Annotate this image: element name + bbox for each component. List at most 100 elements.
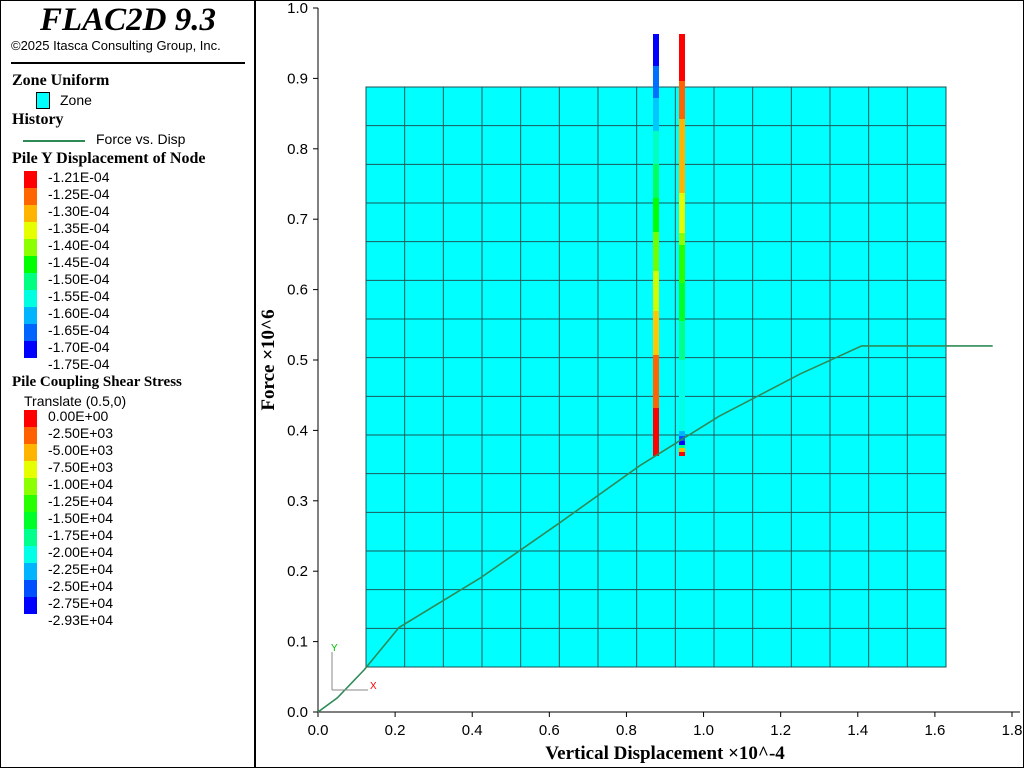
pile-right-segment	[679, 448, 685, 452]
x-tick-label: 1.0	[693, 722, 714, 739]
shear-label: -1.75E+04	[48, 527, 113, 543]
shear-label: -2.93E+04	[48, 612, 113, 628]
pile-right-segment	[679, 81, 685, 119]
pile-right-segment	[679, 452, 685, 456]
shear-swatch	[24, 444, 37, 461]
history-label: Force vs. Disp	[96, 131, 186, 147]
disp-label: -1.35E-04	[48, 220, 110, 236]
shear-swatch	[24, 597, 37, 614]
disp-swatch	[24, 341, 37, 358]
pile-right-segment	[679, 360, 685, 431]
shear-label: -5.00E+03	[48, 442, 113, 458]
pile-right-segment	[679, 193, 685, 233]
x-tick-label: 0.8	[616, 722, 637, 739]
disp-label: -1.40E-04	[48, 237, 110, 253]
shear-label: -7.50E+03	[48, 459, 113, 475]
shear-label: 0.00E+00	[48, 408, 109, 424]
x-tick-label: 1.8	[1002, 722, 1023, 739]
disp-label: -1.70E-04	[48, 339, 110, 355]
pile-right-segment	[679, 233, 685, 245]
zone-swatch	[36, 92, 50, 109]
axes-icon-x-label: X	[370, 681, 377, 692]
shear-label: -2.50E+04	[48, 578, 113, 594]
disp-label: -1.50E-04	[48, 271, 110, 287]
disp-label: -1.60E-04	[48, 305, 110, 321]
plot-area: 0.0 0.2 0.4 0.6 0.8 1.0 1.2 1.4 1.6 1.8 0.0 0.1 0.2 0…	[258, 0, 1023, 764]
shear-label: -2.00E+04	[48, 544, 113, 560]
x-axis-label: Vertical Displacement ×10^-4	[545, 743, 785, 764]
pile-left-segment	[653, 271, 659, 311]
history-line-swatch	[23, 140, 85, 142]
pile-left-segment	[653, 232, 659, 271]
pile-right-segment	[679, 431, 685, 436]
x-tick-label: 1.4	[847, 722, 868, 739]
disp-heading: Pile Y Displacement of Node	[12, 150, 206, 167]
y-tick-label: 0.4	[287, 422, 308, 439]
pile-left-segment	[653, 355, 659, 408]
pile-right-segment	[679, 283, 685, 321]
pile-right-segment	[679, 321, 685, 360]
zone-heading: Zone Uniform	[12, 72, 110, 89]
disp-swatch	[24, 273, 37, 290]
disp-label: -1.30E-04	[48, 203, 110, 219]
disp-label: -1.75E-04	[48, 356, 110, 372]
shear-label: -1.00E+04	[48, 476, 113, 492]
disp-swatch	[24, 188, 37, 205]
pile-right-segment	[679, 441, 685, 445]
shear-subtitle: Translate (0.5,0)	[24, 393, 127, 409]
y-tick-label: 0.7	[287, 211, 308, 228]
pile-left-segment	[653, 98, 659, 131]
shear-swatch	[24, 410, 37, 427]
disp-swatch	[24, 324, 37, 341]
shear-swatch	[24, 529, 37, 546]
pile-left-segment	[653, 131, 659, 164]
force-disp-line	[317, 345, 993, 713]
disp-swatch	[24, 222, 37, 239]
shear-label: -2.75E+04	[48, 595, 113, 611]
y-tick-label: 0.2	[287, 563, 308, 580]
y-axis-label: Force ×10^6	[258, 309, 279, 410]
pile-right-segment	[679, 445, 685, 448]
y-tick-label: 1.0	[287, 0, 308, 17]
pile-left-segment	[653, 34, 659, 66]
x-tick-label: 0.2	[385, 722, 406, 739]
shear-swatch	[24, 546, 37, 563]
shear-swatch	[24, 427, 37, 444]
disp-swatch	[24, 239, 37, 256]
x-tick-label: 0.4	[462, 722, 483, 739]
pile-left-segment	[653, 311, 659, 355]
zone-label: Zone	[60, 92, 92, 108]
copyright: ©2025 Itasca Consulting Group, Inc.	[11, 38, 221, 53]
y-tick-label: 0.0	[287, 704, 308, 721]
shear-label: -2.25E+04	[48, 561, 113, 577]
shear-label: -1.50E+04	[48, 510, 113, 526]
disp-label: -1.55E-04	[48, 288, 110, 304]
pile-left-segment	[653, 408, 659, 456]
pile-left-segment	[653, 66, 659, 98]
shear-swatch	[24, 461, 37, 478]
shear-swatch	[24, 495, 37, 512]
x-tick-label: 0.0	[308, 722, 329, 739]
pile-right-segment	[679, 34, 685, 81]
disp-swatch	[24, 171, 37, 188]
disp-label: -1.45E-04	[48, 254, 110, 270]
x-tick-label: 0.6	[539, 722, 560, 739]
y-tick-label: 0.3	[287, 493, 308, 510]
shear-swatch	[24, 512, 37, 529]
legend-panel: FLAC2D 9.3 ©2025 Itasca Consulting Group…	[0, 0, 256, 768]
shear-label: -2.50E+03	[48, 425, 113, 441]
disp-swatch	[24, 256, 37, 273]
axes-icon-y-label: Y	[331, 643, 338, 654]
history-heading: History	[12, 111, 64, 128]
app-title: FLAC2D 9.3	[39, 2, 217, 38]
shear-swatch	[24, 563, 37, 580]
pile-left-segment	[653, 198, 659, 232]
shear-label: -1.25E+04	[48, 493, 113, 509]
shear-heading: Pile Coupling Shear Stress	[12, 374, 182, 390]
disp-swatch	[24, 290, 37, 307]
divider	[11, 62, 245, 64]
shear-swatch	[24, 478, 37, 495]
y-tick-label: 0.9	[287, 70, 308, 87]
x-tick-label: 1.2	[770, 722, 791, 739]
x-tick-label: 1.6	[924, 722, 945, 739]
